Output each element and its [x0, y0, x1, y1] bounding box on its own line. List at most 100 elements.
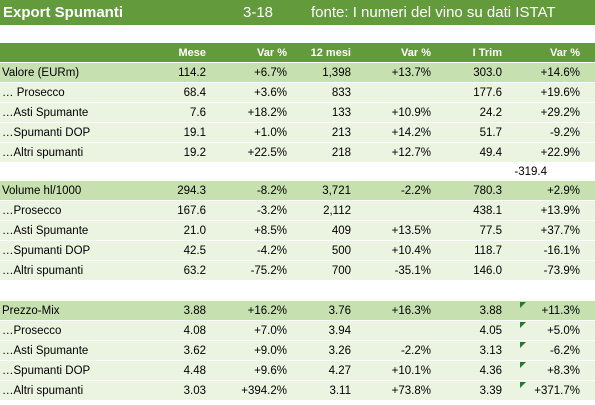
- cell-12-mesi: 3.11: [329, 385, 351, 397]
- header-cell-var-mese: Var %: [257, 47, 287, 59]
- cell-var: -9.2%: [549, 127, 580, 139]
- stray-value-note: -319.4: [514, 166, 547, 178]
- cell-var: +10.1%: [391, 365, 431, 377]
- cell-var: +2.9%: [547, 185, 580, 197]
- row-label: …Altri spumanti: [2, 385, 84, 397]
- cell-i-trim: 303.0: [473, 67, 502, 79]
- cell-var: +394.2%: [241, 385, 287, 397]
- table-row: …Prosecco 167.6 -3.2% 2,112 438.1 +13.9%: [0, 201, 595, 221]
- cell-var: +16.2%: [247, 305, 287, 317]
- row-label: … Prosecco: [2, 87, 65, 99]
- cell-var: -4.2%: [256, 245, 287, 257]
- cell-var: +16.3%: [391, 305, 431, 317]
- table-row: …Asti Spumante 3.62 +9.0% 3.26 -2.2% 3.1…: [0, 341, 595, 361]
- cell-i-trim: 49.4: [479, 147, 502, 159]
- cell-var: +18.2%: [247, 107, 287, 119]
- spacer-row: -319.4: [0, 163, 595, 181]
- cell-12-mesi: 700: [331, 265, 351, 277]
- row-label: …Altri spumanti: [2, 147, 84, 159]
- row-label: Prezzo-Mix: [2, 305, 60, 317]
- cell-var: +22.9%: [540, 147, 580, 159]
- cell-var: +37.7%: [540, 225, 580, 237]
- cell-var: -35.1%: [394, 265, 431, 277]
- error-indicator-icon: [520, 382, 526, 388]
- cell-i-trim: 3.39: [479, 385, 502, 397]
- cell-i-trim: 4.05: [479, 325, 502, 337]
- row-label: …Spumanti DOP: [2, 127, 91, 139]
- error-indicator-icon: [520, 322, 526, 328]
- cell-var: +13.7%: [391, 67, 431, 79]
- cell-mese: 167.6: [177, 205, 206, 217]
- cell-var: -6.2%: [549, 345, 580, 357]
- table-row: …Altri spumanti 3.03 +394.2% 3.11 +73.8%…: [0, 381, 595, 401]
- cell-var: [357, 321, 431, 341]
- cell-12-mesi: 3,721: [322, 185, 351, 197]
- cell-12-mesi: 133: [331, 107, 351, 119]
- cell-i-trim: 3.88: [479, 305, 502, 317]
- cell-12-mesi: 3.76: [328, 305, 351, 317]
- cell-mese: 294.3: [177, 185, 206, 197]
- row-label: …Prosecco: [2, 205, 62, 217]
- cell-var: +7.0%: [254, 325, 287, 337]
- valore-total-row: Valore (EURm) 114.2 +6.7% 1,398 +13.7% 3…: [0, 63, 595, 83]
- table-row: …Spumanti DOP 42.5 -4.2% 500 +10.4% 118.…: [0, 241, 595, 261]
- cell-12-mesi: 1,398: [322, 67, 351, 79]
- spacer-row: [0, 281, 595, 301]
- table-row: …Spumanti DOP 19.1 +1.0% 213 +14.2% 51.7…: [0, 123, 595, 143]
- volume-total-row: Volume hl/1000 294.3 -8.2% 3,721 -2.2% 7…: [0, 181, 595, 201]
- cell-var: +371.7%: [534, 385, 580, 397]
- title-banner: Export Spumanti 3-18 fonte: I numeri del…: [0, 0, 595, 26]
- cell-12-mesi: 2,112: [323, 205, 351, 217]
- table-row: … Prosecco 68.4 +3.6% 833 177.6 +19.6%: [0, 83, 595, 103]
- cell-var: -8.2%: [256, 185, 287, 197]
- cell-var: +5.0%: [547, 325, 580, 337]
- cell-var: [357, 83, 431, 103]
- export-table: Mese Var % 12 mesi Var % I Trim Var % Va…: [0, 43, 595, 401]
- cell-mese: 3.62: [183, 345, 206, 357]
- cell-var: -3.2%: [256, 205, 287, 217]
- cell-var: +11.3%: [541, 305, 580, 317]
- cell-var: -2.2%: [400, 345, 431, 357]
- table-row: …Altri spumanti 63.2 -75.2% 700 -35.1% 1…: [0, 261, 595, 281]
- report-source: fonte: I numeri del vino su dati ISTAT: [311, 4, 556, 21]
- header-row: Mese Var % 12 mesi Var % I Trim Var %: [0, 43, 595, 63]
- table-row: …Asti Spumante 21.0 +8.5% 409 +13.5% 77.…: [0, 221, 595, 241]
- cell-var: +8.5%: [254, 225, 287, 237]
- cell-var: +29.2%: [540, 107, 580, 119]
- header-cell-mese: Mese: [178, 47, 206, 59]
- row-label: …Altri spumanti: [2, 265, 84, 277]
- header-cell: [2, 43, 142, 63]
- cell-mese: 42.5: [183, 245, 206, 257]
- row-label: …Asti Spumante: [2, 225, 89, 237]
- row-label: Valore (EURm): [2, 67, 80, 79]
- report-title: Export Spumanti: [3, 4, 124, 21]
- cell-mese: 19.1: [183, 127, 206, 139]
- cell-var: -2.2%: [400, 185, 431, 197]
- cell-12-mesi: 218: [331, 147, 351, 159]
- cell-var: -73.9%: [543, 265, 580, 277]
- header-cell-12-mesi: 12 mesi: [310, 47, 351, 59]
- cell-12-mesi: 213: [331, 127, 351, 139]
- cell-mese: 4.08: [183, 325, 206, 337]
- cell-var: +10.9%: [391, 107, 431, 119]
- row-label: Volume hl/1000: [2, 185, 82, 197]
- error-indicator-icon: [520, 302, 526, 308]
- row-label: …Asti Spumante: [2, 107, 89, 119]
- cell-i-trim: 177.6: [473, 87, 502, 99]
- cell-var: +1.0%: [254, 127, 287, 139]
- cell-i-trim: 4.36: [479, 365, 502, 377]
- cell-i-trim: 438.1: [473, 205, 502, 217]
- cell-mese: 68.4: [183, 87, 206, 99]
- cell-var: +3.6%: [254, 87, 287, 99]
- cell-i-trim: 146.0: [473, 265, 502, 277]
- cell-var: +22.5%: [247, 147, 287, 159]
- cell-12-mesi: 3.94: [328, 325, 351, 337]
- cell-i-trim: 24.2: [479, 107, 502, 119]
- row-label: …Asti Spumante: [2, 345, 89, 357]
- prezzo-total-row: Prezzo-Mix 3.88 +16.2% 3.76 +16.3% 3.88 …: [0, 301, 595, 321]
- cell-i-trim: 780.3: [473, 185, 502, 197]
- table-row: …Prosecco 4.08 +7.0% 3.94 4.05 +5.0%: [0, 321, 595, 341]
- cell-12-mesi: 3.26: [328, 345, 351, 357]
- cell-var: +13.5%: [391, 225, 431, 237]
- cell-12-mesi: 409: [331, 225, 351, 237]
